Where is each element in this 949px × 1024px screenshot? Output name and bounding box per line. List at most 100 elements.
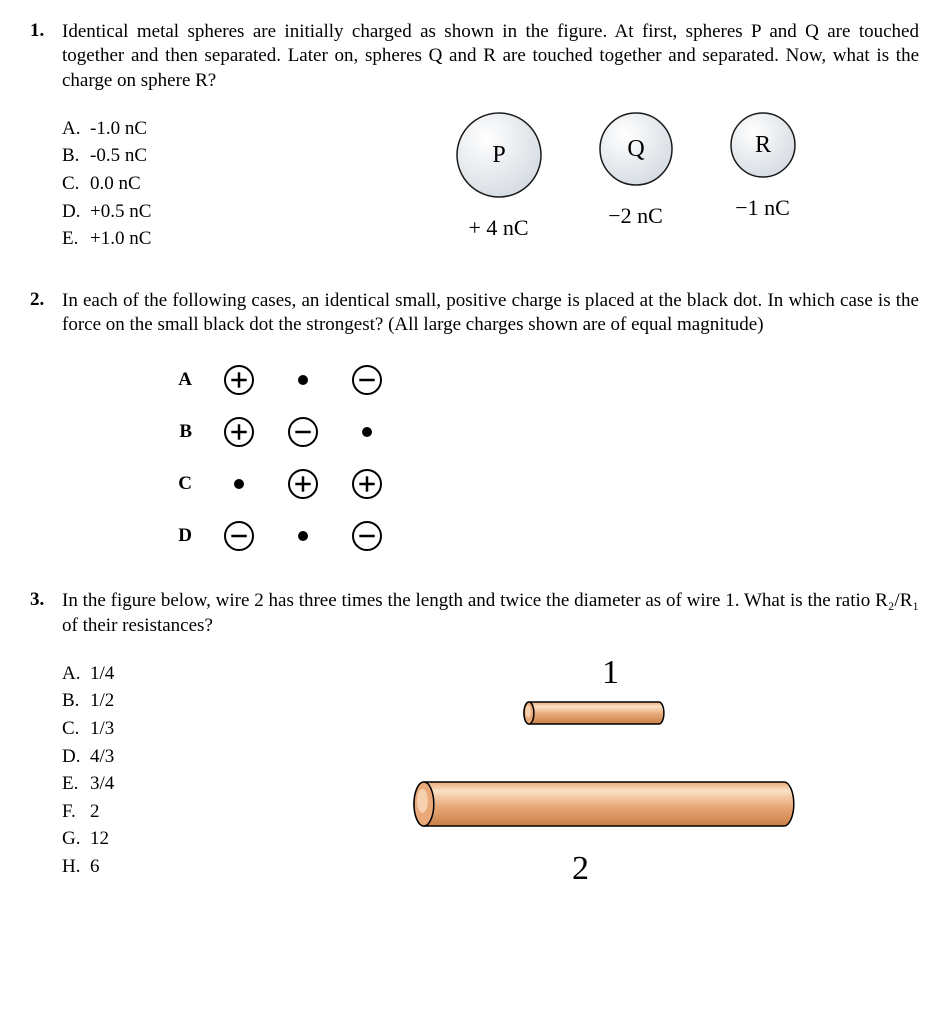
option-letter: C. (62, 170, 90, 198)
q2-case-row: B (172, 415, 384, 449)
wire1-label: 1 (602, 654, 619, 692)
option-letter: A. (62, 660, 90, 688)
q2-slot (222, 467, 256, 501)
test-charge-dot-icon (223, 468, 255, 500)
minus-charge-icon (351, 364, 383, 396)
option-text: -0.5 nC (90, 142, 147, 170)
sphere-icon: R (729, 111, 797, 179)
q1-option: D.+0.5 nC (62, 198, 332, 226)
q1-number: 1. (30, 20, 62, 42)
q2-case-label: D (172, 525, 192, 547)
plus-charge-icon (223, 364, 255, 396)
svg-text:Q: Q (627, 136, 644, 162)
wire2-icon (412, 780, 796, 828)
q3-figure: 1 2 (262, 660, 919, 890)
q1-spheres: P + 4 nC Q −2 nC R −1 nC (455, 111, 797, 253)
q3-option: A.1/4 (62, 660, 262, 688)
test-charge-dot-icon (287, 364, 319, 396)
q3-option: B.1/2 (62, 687, 262, 715)
q3-body: A.1/4B.1/2C.1/3D.4/3E.3/4F.2G.12H.6 1 2 (30, 660, 919, 890)
option-letter: D. (62, 198, 90, 226)
option-text: +1.0 nC (90, 225, 151, 253)
minus-charge-icon (223, 520, 255, 552)
test-charge-dot-icon (287, 520, 319, 552)
q2-case-label: A (172, 369, 192, 391)
q3-option: G.12 (62, 825, 262, 853)
q2-slot (286, 519, 320, 553)
option-text: 6 (90, 853, 100, 881)
sphere-icon: Q (598, 111, 674, 187)
q1-header: 1. Identical metal spheres are initially… (30, 20, 919, 93)
q2-case-row: A (172, 363, 384, 397)
option-letter: B. (62, 142, 90, 170)
question-2: 2. In each of the following cases, an id… (30, 289, 919, 554)
q2-slot (350, 519, 384, 553)
option-letter: E. (62, 770, 90, 798)
option-letter: D. (62, 743, 90, 771)
q2-header: 2. In each of the following cases, an id… (30, 289, 919, 338)
q1-option: A.-1.0 nC (62, 115, 332, 143)
q2-text: In each of the following cases, an ident… (62, 289, 919, 338)
svg-text:P: P (492, 142, 505, 168)
q2-case-label: C (172, 473, 192, 495)
option-letter: C. (62, 715, 90, 743)
q1-figure: P + 4 nC Q −2 nC R −1 nC (332, 115, 919, 253)
q3-number: 3. (30, 589, 62, 611)
sphere-charge-label: −2 nC (608, 203, 663, 229)
option-letter: E. (62, 225, 90, 253)
plus-charge-icon (287, 468, 319, 500)
q3-option: F.2 (62, 798, 262, 826)
option-letter: F. (62, 798, 90, 826)
option-text: 2 (90, 798, 100, 826)
sphere-charge-label: −1 nC (735, 195, 790, 221)
option-letter: H. (62, 853, 90, 881)
q2-case-row: C (172, 467, 384, 501)
q1-option: B.-0.5 nC (62, 142, 332, 170)
q2-slot (350, 467, 384, 501)
q2-case-label: B (172, 421, 192, 443)
option-text: +0.5 nC (90, 198, 151, 226)
q2-slot (222, 519, 256, 553)
option-text: 1/4 (90, 660, 114, 688)
q1-option: E.+1.0 nC (62, 225, 332, 253)
sphere-icon: P (455, 111, 543, 199)
question-1: 1. Identical metal spheres are initially… (30, 20, 919, 253)
option-text: 3/4 (90, 770, 114, 798)
q2-figure: A B C D (62, 359, 919, 553)
option-letter: G. (62, 825, 90, 853)
q2-slot (222, 415, 256, 449)
q1-body: A.-1.0 nCB.-0.5 nCC.0.0 nCD.+0.5 nCE.+1.… (30, 115, 919, 253)
q1-option: C.0.0 nC (62, 170, 332, 198)
q1-options: A.-1.0 nCB.-0.5 nCC.0.0 nCD.+0.5 nCE.+1.… (62, 115, 332, 253)
option-text: -1.0 nC (90, 115, 147, 143)
q3-options: A.1/4B.1/2C.1/3D.4/3E.3/4F.2G.12H.6 (62, 660, 262, 890)
wire1-icon (522, 700, 666, 726)
q1-text: Identical metal spheres are initially ch… (62, 20, 919, 93)
option-text: 0.0 nC (90, 170, 141, 198)
q3-text: In the figure below, wire 2 has three ti… (62, 589, 919, 638)
q3-option: E.3/4 (62, 770, 262, 798)
q2-slot (350, 363, 384, 397)
wire2-label: 2 (572, 850, 589, 888)
question-3: 3. In the figure below, wire 2 has three… (30, 589, 919, 890)
q2-slot (286, 415, 320, 449)
option-letter: B. (62, 687, 90, 715)
q3-option: C.1/3 (62, 715, 262, 743)
q3-header: 3. In the figure below, wire 2 has three… (30, 589, 919, 638)
q2-number: 2. (30, 289, 62, 311)
q3-option: H.6 (62, 853, 262, 881)
q2-slot (350, 415, 384, 449)
sphere-charge-label: + 4 nC (468, 215, 528, 241)
option-text: 1/2 (90, 687, 114, 715)
minus-charge-icon (287, 416, 319, 448)
q2-rows: A B C D (172, 363, 384, 553)
minus-charge-icon (351, 520, 383, 552)
plus-charge-icon (351, 468, 383, 500)
plus-charge-icon (223, 416, 255, 448)
svg-text:R: R (754, 132, 770, 158)
q2-slot (222, 363, 256, 397)
q2-body: A B C D (30, 359, 919, 553)
option-text: 1/3 (90, 715, 114, 743)
q2-slot (286, 363, 320, 397)
sphere-column: R −1 nC (729, 111, 797, 221)
